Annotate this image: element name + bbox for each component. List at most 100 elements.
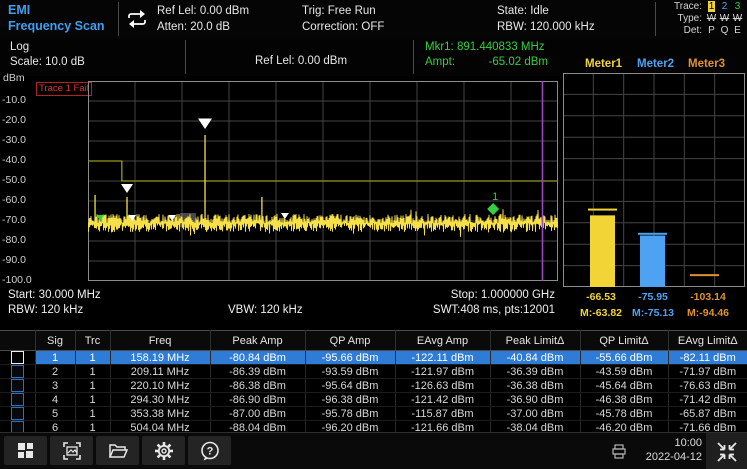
- cell-peak_delta: -40.84 dBm: [490, 350, 581, 365]
- y-axis-tick: -60.0: [2, 194, 26, 206]
- trace-3-type[interactable]: W: [732, 13, 743, 24]
- y-axis-tick: -80.0: [2, 234, 26, 246]
- help-icon: ?: [200, 441, 219, 460]
- cell-peak_amp: -86.90 dBm: [210, 392, 306, 407]
- svg-text:?: ?: [206, 445, 213, 457]
- header-peak-amp[interactable]: Peak Amp: [210, 330, 306, 351]
- cell-sig: 4: [35, 392, 76, 407]
- table-row[interactable]: 3 1 220.10 MHz -86.38 dBm -95.64 dBm -126.63 …: [0, 378, 747, 393]
- clock-date: 2022-04-12: [645, 451, 702, 463]
- scale-readout[interactable]: Scale: 10.0 dB: [10, 56, 85, 68]
- header-eavg-amp[interactable]: EAvg Amp: [395, 330, 491, 351]
- collapse-arrows-icon: [716, 441, 737, 462]
- header-trc[interactable]: Trc: [75, 330, 111, 351]
- header-checkbox-col: [0, 330, 36, 351]
- help-button[interactable]: ?: [188, 436, 231, 465]
- meter2-value: -75.95: [638, 291, 668, 303]
- header-sig[interactable]: Sig: [35, 330, 76, 351]
- screenshot-button[interactable]: [50, 436, 93, 465]
- cell-qp_delta: -55.66 dBm: [580, 350, 669, 365]
- atten-readout[interactable]: Atten: 20.0 dB: [157, 21, 230, 33]
- meter1-tab[interactable]: Meter1: [585, 58, 623, 70]
- trace-2-detector[interactable]: Q: [720, 25, 729, 36]
- correction-readout[interactable]: Correction: OFF: [302, 21, 385, 33]
- meter2-max-value: M:-75.13: [631, 307, 674, 319]
- cell-peak_amp: -86.39 dBm: [210, 364, 306, 379]
- table-header-row: Sig Trc Freq Peak Amp QP Amp EAvg Amp Pe…: [0, 330, 747, 351]
- header-eavg-limit[interactable]: EAvg LimitΔ: [668, 330, 747, 351]
- start-freq-label: Start: 30.000 MHz: [8, 289, 101, 301]
- cell-freq: 209.11 MHz: [110, 364, 211, 379]
- header-qp-amp[interactable]: QP Amp: [305, 330, 396, 351]
- cell-eavg_amp: -121.42 dBm: [395, 392, 491, 407]
- signal-table: Sig Trc Freq Peak Amp QP Amp EAvg Amp Pe…: [0, 330, 747, 435]
- cell-eavg_delta: -71.42 dBm: [668, 392, 747, 407]
- spectrum-plot: 1: [88, 81, 558, 281]
- row-checkbox[interactable]: [10, 407, 24, 420]
- y-axis-tick: -70.0: [2, 214, 26, 226]
- header-freq[interactable]: Freq: [110, 330, 211, 351]
- table-row[interactable]: 1 1 158.19 MHz -80.84 dBm -95.66 dBm -122.11 …: [0, 350, 747, 365]
- home-menu-button[interactable]: [4, 436, 47, 465]
- printer-icon[interactable]: [610, 442, 628, 460]
- collapse-view-button[interactable]: [706, 433, 747, 469]
- trace-1-badge[interactable]: 1: [707, 1, 716, 12]
- trace-1-type[interactable]: W: [706, 13, 717, 24]
- trace-summary: Trace: 1 2 3 Type: W W W Det: P Q E: [656, 1, 744, 37]
- cell-qp_delta: -45.64 dBm: [580, 378, 669, 393]
- screenshot-icon: [62, 441, 81, 460]
- cell-sig: 5: [35, 406, 76, 421]
- cell-peak_amp: -87.00 dBm: [210, 406, 306, 421]
- trace-2-type[interactable]: W: [719, 13, 730, 24]
- row-checkbox[interactable]: [10, 365, 24, 378]
- trace-1-detector[interactable]: P: [708, 25, 715, 36]
- table-row[interactable]: 4 1 294.30 MHz -86.90 dBm -96.38 dBm -121.42 …: [0, 392, 747, 407]
- continuous-sweep-icon[interactable]: [124, 9, 150, 29]
- meter-bar-panel: [563, 73, 745, 287]
- cell-sig: 2: [35, 364, 76, 379]
- sweep-time-label: SWT:408 ms, pts:12001: [432, 304, 555, 316]
- header-peak-limit[interactable]: Peak LimitΔ: [490, 330, 581, 351]
- marker-ampt-label: Ampt:: [425, 56, 456, 68]
- rbw-readout[interactable]: RBW: 120.000 kHz: [497, 21, 595, 33]
- header-qp-limit[interactable]: QP LimitΔ: [580, 330, 669, 351]
- row-checkbox[interactable]: [10, 351, 24, 364]
- cell-peak_delta: -36.39 dBm: [490, 364, 581, 379]
- meter2-tab[interactable]: Meter2: [637, 58, 675, 70]
- table-row[interactable]: 6 1 504.04 MHz -88.04 dBm -96.20 dBm -121.66 …: [0, 420, 747, 435]
- sub-status-bar: Log Scale: 10.0 dB Ref Lel: 0.00 dBm Mkr…: [0, 38, 747, 76]
- y-axis-ticks: -10.0 -20.0 -30.0 -40.0 -50.0 -60.0 -70.0 -80.0…: [2, 81, 42, 286]
- meter3-tab[interactable]: Meter3: [688, 58, 726, 70]
- divider: [185, 40, 186, 74]
- vbw-label: VBW: 120 kHz: [228, 304, 303, 316]
- cell-trc: 1: [75, 406, 111, 421]
- marker-freq-readout[interactable]: Mkr1: 891.440833 MHz: [425, 41, 545, 53]
- trace-3-badge[interactable]: 3: [734, 1, 741, 12]
- cell-trc: 1: [75, 392, 111, 407]
- cell-sig: 1: [35, 350, 76, 365]
- ref-level-readout[interactable]: Ref Lel: 0.00 dBm: [157, 5, 250, 17]
- gear-icon: [154, 441, 173, 460]
- cell-peak_amp: -88.04 dBm: [210, 420, 306, 435]
- bottom-toolbar: ? 10:00 2022-04-12: [0, 432, 747, 469]
- row-checkbox[interactable]: [10, 379, 24, 392]
- cell-peak_amp: -80.84 dBm: [210, 350, 306, 365]
- cell-qp_amp: -93.59 dBm: [305, 364, 396, 379]
- clock: 10:00 2022-04-12: [630, 436, 702, 464]
- blocks-icon: [18, 443, 33, 458]
- row-checkbox[interactable]: [10, 393, 24, 406]
- divider: [118, 2, 119, 36]
- table-row[interactable]: 2 1 209.11 MHz -86.39 dBm -93.59 dBm -121.97 …: [0, 364, 747, 379]
- table-row[interactable]: 5 1 353.38 MHz -87.00 dBm -95.78 dBm -115.87 …: [0, 406, 747, 421]
- trigger-readout[interactable]: Trig: Free Run: [302, 5, 376, 17]
- trace-2-badge[interactable]: 2: [721, 1, 728, 12]
- cell-qp_delta: -43.59 dBm: [580, 364, 669, 379]
- trace-3-detector[interactable]: E: [734, 25, 741, 36]
- y-axis-tick: -20.0: [2, 114, 26, 126]
- cell-sig: 3: [35, 378, 76, 393]
- file-button[interactable]: [96, 436, 139, 465]
- settings-button[interactable]: [142, 436, 185, 465]
- divider: [413, 40, 414, 74]
- log-label: Log: [10, 41, 30, 53]
- cell-eavg_delta: -82.11 dBm: [668, 350, 747, 365]
